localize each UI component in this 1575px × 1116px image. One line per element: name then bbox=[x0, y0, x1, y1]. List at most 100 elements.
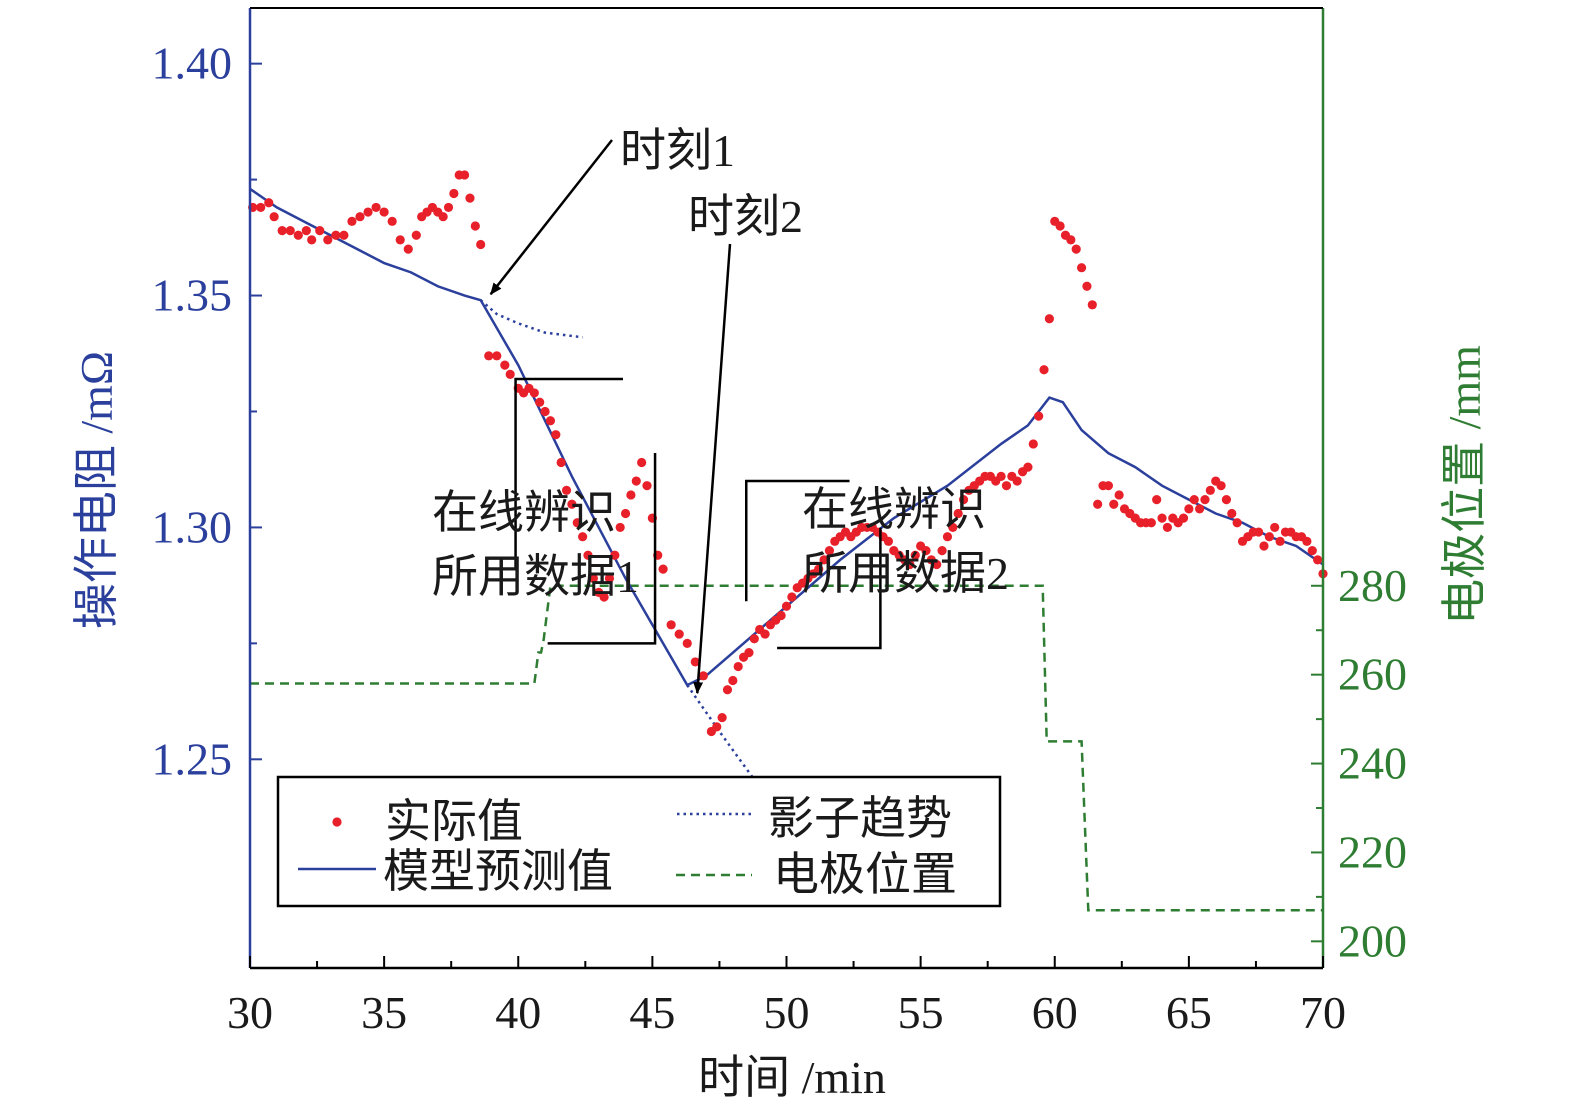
actual-value-point bbox=[307, 235, 317, 245]
actual-value-point bbox=[744, 648, 754, 658]
actual-value-point bbox=[583, 550, 593, 560]
x-tick-label: 30 bbox=[227, 987, 273, 1038]
x-tick-label: 35 bbox=[361, 987, 407, 1038]
actual-value-point bbox=[1082, 281, 1092, 291]
actual-value-point bbox=[269, 212, 279, 222]
actual-value-point bbox=[347, 216, 357, 226]
actual-value-point bbox=[776, 610, 786, 621]
bracket-data1-top-left bbox=[514, 377, 623, 570]
actual-value-point bbox=[551, 430, 561, 440]
actual-value-point bbox=[371, 202, 381, 213]
actual-value-point bbox=[264, 198, 274, 208]
actual-value-point bbox=[620, 508, 631, 519]
actual-value-point bbox=[599, 592, 609, 602]
actual-value-point bbox=[1162, 522, 1173, 533]
actual-value-point bbox=[824, 546, 835, 556]
y-axis-left-label: 操作电阻 /mΩ bbox=[71, 351, 122, 629]
actual-value-point bbox=[572, 518, 582, 528]
actual-value-point bbox=[781, 601, 792, 611]
actual-value-point bbox=[492, 351, 502, 361]
actual-value-point bbox=[690, 657, 700, 667]
actual-value-point bbox=[588, 573, 598, 584]
actual-value-point bbox=[1189, 494, 1199, 505]
actual-value-point bbox=[395, 235, 405, 245]
actual-value-point bbox=[545, 416, 556, 426]
actual-value-point bbox=[1109, 499, 1119, 509]
actual-value-point bbox=[438, 212, 448, 222]
actual-value-point bbox=[712, 722, 722, 732]
actual-value-point bbox=[604, 573, 615, 584]
actual-value-point bbox=[658, 564, 668, 574]
actual-value-point bbox=[460, 170, 470, 180]
actual-value-point bbox=[1071, 244, 1081, 254]
actual-value-point bbox=[642, 481, 652, 491]
actual-value-point bbox=[476, 239, 486, 250]
legend-label-actual: 实际值 bbox=[385, 796, 523, 847]
y-axis-right-label: 电极位置 /mm bbox=[1439, 345, 1490, 625]
actual-value-point bbox=[1221, 494, 1232, 505]
legend-box bbox=[276, 775, 1002, 908]
actual-value-point bbox=[1034, 411, 1044, 421]
x-tick-label: 45 bbox=[629, 987, 675, 1038]
actual-value-point bbox=[505, 369, 515, 379]
actual-value-point bbox=[1039, 365, 1049, 375]
actual-value-point bbox=[1178, 513, 1189, 523]
actual-value-point bbox=[698, 671, 708, 681]
x-tick-label: 50 bbox=[764, 987, 810, 1038]
actual-value-point bbox=[500, 360, 510, 370]
y-right-tick-label: 240 bbox=[1338, 738, 1407, 789]
actual-value-point bbox=[484, 351, 494, 361]
y-left-tick-label: 1.35 bbox=[152, 270, 233, 321]
shadow-trend-line-1 bbox=[479, 299, 583, 339]
actual-value-point bbox=[1093, 499, 1103, 509]
actual-value-point bbox=[760, 629, 770, 639]
actual-value-point bbox=[1275, 536, 1285, 546]
y-left-tick-label: 1.25 bbox=[152, 733, 233, 784]
actual-value-point bbox=[285, 226, 295, 236]
x-axis-label: 时间 /min bbox=[698, 1052, 886, 1103]
actual-value-point bbox=[449, 188, 459, 199]
annotation-data2-label-line1: 在线辨识 bbox=[802, 484, 986, 535]
annotation-data2-label-line2: 所用数据2 bbox=[802, 548, 1009, 599]
series-layer bbox=[248, 170, 1328, 912]
actual-value-point bbox=[1200, 494, 1210, 505]
actual-value-point bbox=[315, 226, 325, 236]
x-tick-label: 40 bbox=[495, 987, 541, 1038]
actual-value-point bbox=[1152, 494, 1162, 505]
actual-value-point bbox=[1195, 504, 1205, 514]
actual-value-point bbox=[470, 221, 480, 231]
y-right-tick-label: 280 bbox=[1338, 560, 1407, 611]
actual-value-point bbox=[1254, 527, 1264, 537]
x-tick-label: 70 bbox=[1300, 987, 1346, 1038]
actual-value-point bbox=[733, 661, 743, 672]
annotation-moment1-arrow bbox=[489, 139, 613, 295]
axes-layer: 30 35 40 45 50 55 60 65 70 1.25 1.30 1.35 1.40 200 220… bbox=[152, 7, 1407, 1038]
actual-value-point bbox=[1023, 462, 1033, 472]
actual-value-point bbox=[1001, 481, 1012, 491]
actual-value-point bbox=[921, 546, 931, 556]
actual-value-point bbox=[728, 675, 738, 686]
actual-value-point bbox=[301, 226, 311, 236]
actual-value-point bbox=[910, 550, 920, 560]
actual-value-point bbox=[277, 226, 287, 236]
actual-value-point bbox=[996, 471, 1006, 482]
actual-value-point bbox=[1076, 263, 1087, 273]
actual-value-point bbox=[1103, 481, 1113, 491]
annotation-data1-label-line2: 所用数据1 bbox=[432, 551, 639, 602]
actual-value-point bbox=[1114, 490, 1124, 500]
actual-value-point bbox=[883, 536, 894, 546]
y-left-tick-label: 1.40 bbox=[152, 38, 233, 89]
actual-value-point bbox=[626, 490, 636, 500]
actual-value-point bbox=[387, 216, 397, 226]
actual-value-point bbox=[1028, 439, 1038, 449]
actual-value-point bbox=[637, 457, 647, 468]
actual-value-point bbox=[1044, 314, 1054, 324]
actual-value-point bbox=[403, 244, 413, 254]
actual-value-point bbox=[331, 230, 341, 240]
actual-value-point bbox=[411, 230, 421, 240]
y-right-tick-label: 220 bbox=[1338, 826, 1407, 877]
actual-value-point bbox=[717, 712, 727, 723]
actual-value-point bbox=[578, 532, 588, 542]
actual-value-point bbox=[814, 564, 824, 574]
